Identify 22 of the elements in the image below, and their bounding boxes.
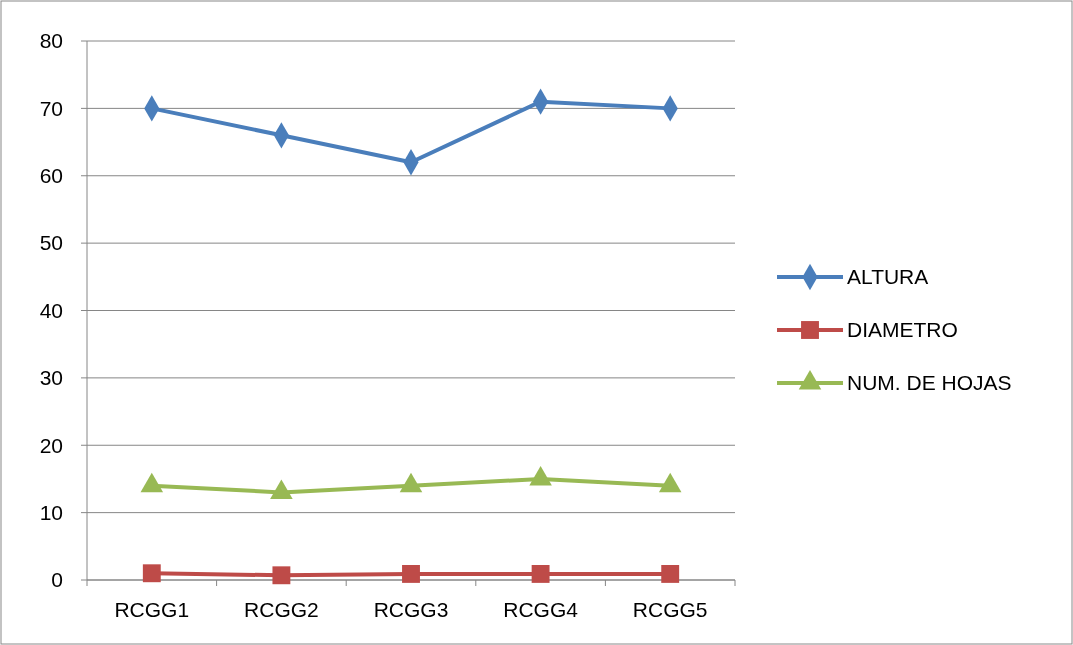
y-tick-label: 70 (39, 96, 63, 120)
y-tick-label: 10 (39, 500, 63, 524)
legend-label: ALTURA (847, 265, 929, 289)
y-tick-label: 50 (39, 231, 63, 255)
y-tick-label: 30 (39, 366, 63, 390)
x-tick-label: RCGG4 (503, 598, 579, 621)
point (142, 564, 161, 583)
legend-label: NUM. DE HOJAS (847, 371, 1012, 395)
y-tick-label: 0 (51, 568, 63, 592)
point (661, 564, 680, 583)
x-tick-label: RCGG3 (373, 598, 449, 621)
y-tick-label: 60 (39, 164, 63, 188)
point (531, 564, 550, 583)
y-tick-label: 20 (39, 433, 63, 457)
legend-label: DIAMETRO (847, 318, 958, 342)
x-tick-label: RCGG2 (244, 598, 319, 621)
x-tick-label: RCGG5 (632, 598, 708, 621)
y-tick-label: 40 (39, 298, 63, 322)
point (272, 566, 291, 585)
point (402, 564, 420, 583)
y-tick-label: 80 (39, 29, 63, 53)
x-tick-label: RCGG1 (114, 598, 190, 621)
